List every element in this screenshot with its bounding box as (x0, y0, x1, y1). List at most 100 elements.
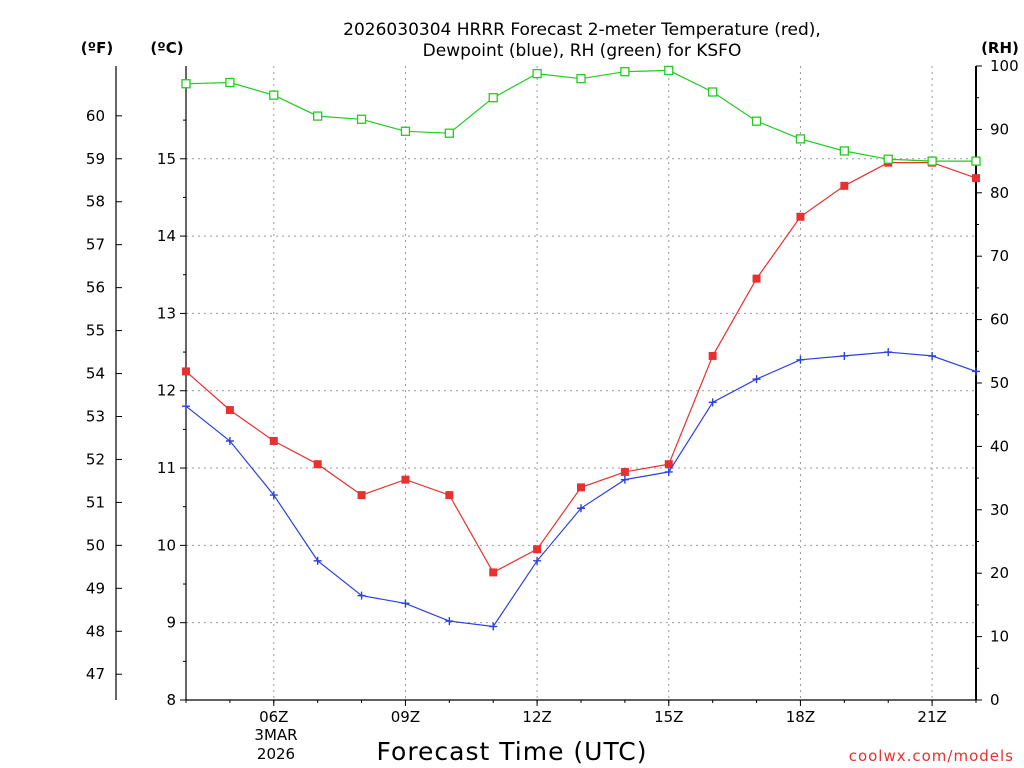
dewpoint-data-point (928, 351, 937, 360)
fahrenheit-tick-label: 60 (86, 107, 105, 125)
x-tick-label: 18Z (786, 708, 815, 726)
data-series (181, 65, 981, 631)
dewpoint-data-point (840, 351, 849, 360)
rh-tick-label: 90 (990, 120, 1009, 138)
rh-tick-label: 60 (990, 311, 1009, 329)
fahrenheit-tick-label: 49 (86, 579, 105, 597)
chart-title-line1: 2026030304 HRRR Forecast 2-meter Tempera… (343, 20, 821, 40)
celsius-tick-label: 14 (157, 227, 176, 245)
dewpoint-data-point (708, 398, 717, 407)
temperature-data-point (313, 460, 322, 469)
rh-data-point (269, 90, 279, 100)
rh-tick-label: 100 (990, 57, 1019, 75)
rh-data-point (883, 154, 893, 164)
chart-title-line2: Dewpoint (blue), RH (green) for KSFO (423, 41, 742, 61)
rh-data-point (400, 126, 411, 136)
tick-labels: 8 9 10 11 12 13 14 15 47 48 49 50 51 52 53 54 55 56 57 58 59… (86, 57, 1019, 726)
rh-data-point (356, 114, 367, 124)
celsius-tick-label: 11 (157, 459, 176, 477)
fahrenheit-tick-label: 47 (86, 665, 105, 683)
celsius-tick-label: 12 (157, 382, 176, 400)
dewpoint-data-point (489, 622, 498, 631)
fahrenheit-tick-label: 56 (86, 279, 105, 297)
temperature-data-point (840, 181, 849, 190)
celsius-tick-label: 13 (157, 304, 176, 322)
temperature-data-point (533, 545, 542, 554)
rh-tick-label: 80 (990, 184, 1009, 202)
fahrenheit-tick-label: 50 (86, 536, 105, 554)
date-label-line1: 3MAR (254, 726, 297, 744)
x-tick-label: 06Z (259, 708, 288, 726)
fahrenheit-tick-label: 59 (86, 150, 105, 168)
temperature-data-point (489, 568, 498, 577)
rh-tick-label: 20 (990, 564, 1009, 582)
rh-data-point (181, 79, 191, 89)
x-tick-label: 15Z (654, 708, 683, 726)
celsius-tick-label: 15 (157, 150, 176, 168)
rh-data-point (576, 74, 586, 84)
rh-data-point (839, 146, 849, 156)
rh-tick-label: 70 (990, 247, 1009, 265)
celsius-tick-label: 8 (166, 691, 176, 709)
fahrenheit-tick-label: 48 (86, 622, 105, 640)
temperature-data-point (620, 467, 629, 476)
rh-data-point (444, 128, 454, 138)
celsius-tick-label: 9 (166, 614, 176, 632)
temperature-data-point (708, 351, 717, 360)
fahrenheit-tick-label: 52 (86, 450, 105, 468)
dewpoint-data-point (577, 504, 585, 513)
rh-data-point (971, 156, 981, 166)
rh-data-point (795, 134, 806, 144)
temperature-data-point (225, 406, 234, 415)
rh-tick-label: 40 (990, 437, 1009, 455)
dewpoint-data-point (445, 617, 454, 626)
dewpoint-data-point (313, 556, 322, 565)
temperature-data-point (796, 212, 805, 221)
rh-data-point (313, 111, 323, 121)
rh-tick-label: 0 (990, 691, 1000, 709)
temperature-data-point (664, 460, 673, 469)
rh-tick-label: 10 (990, 628, 1009, 646)
temperature-data-point (577, 483, 585, 492)
celsius-tick-label: 10 (157, 536, 176, 554)
rh-data-point (708, 87, 718, 97)
x-tick-label: 09Z (391, 708, 420, 726)
dewpoint-data-point (269, 491, 278, 500)
temperature-data-point (752, 274, 761, 283)
temperature-data-point (445, 491, 454, 500)
rh-data-point (532, 68, 542, 79)
x-axis-title: Forecast Time (UTC) (377, 737, 648, 766)
rh-data-point (927, 156, 937, 166)
temperature-data-point (972, 174, 980, 183)
rh-data-point (488, 93, 498, 103)
temperature-data-point (357, 491, 366, 500)
grid-lines (186, 66, 976, 700)
celsius-unit-label: (ºC) (150, 39, 183, 57)
x-tick-label: 21Z (917, 708, 946, 726)
dewpoint-data-point (225, 436, 234, 445)
temperature-data-point (269, 436, 278, 445)
x-tick-label: 12Z (522, 708, 551, 726)
date-label-line2: 2026 (257, 745, 295, 763)
dewpoint-data-point (401, 599, 410, 608)
fahrenheit-tick-label: 55 (86, 322, 105, 340)
dewpoint-data-point (357, 591, 366, 600)
dewpoint-data-point (972, 367, 980, 376)
dewpoint-data-point (533, 556, 542, 565)
fahrenheit-tick-label: 54 (86, 365, 105, 383)
credit-text: coolwx.com/models (849, 747, 1014, 765)
dewpoint-data-point (620, 475, 629, 484)
rh-unit-label: (RH) (981, 39, 1019, 57)
fahrenheit-tick-label: 58 (86, 193, 105, 211)
dewpoint-data-point (664, 467, 673, 476)
fahrenheit-tick-label: 53 (86, 408, 105, 426)
axes (115, 65, 982, 706)
rh-tick-label: 30 (990, 501, 1009, 519)
rh-data-point (620, 67, 630, 77)
temperature-data-point (401, 475, 410, 484)
temperature-data-point (182, 367, 190, 376)
rh-data-point (664, 65, 674, 76)
dewpoint-data-point (796, 355, 805, 364)
dewpoint-data-point (182, 402, 190, 411)
rh-data-point (751, 116, 762, 126)
